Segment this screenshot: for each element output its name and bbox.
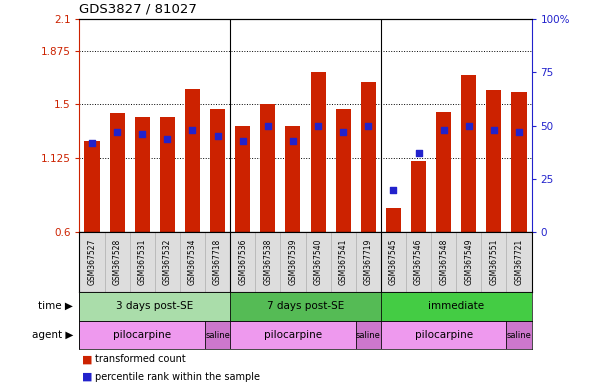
Text: GSM367532: GSM367532: [163, 239, 172, 285]
Text: pilocarpine: pilocarpine: [264, 330, 322, 340]
Point: [87, 140, 97, 146]
Bar: [104, 232, 130, 292]
Bar: [360, 82, 376, 232]
Bar: [235, 126, 251, 232]
Text: GSM367549: GSM367549: [464, 239, 474, 285]
Text: GSM367548: GSM367548: [439, 239, 448, 285]
Bar: [356, 321, 381, 349]
Text: 7 days post-SE: 7 days post-SE: [267, 301, 344, 311]
Text: GSM367531: GSM367531: [137, 239, 147, 285]
Text: pilocarpine: pilocarpine: [113, 330, 171, 340]
Bar: [461, 74, 477, 232]
Bar: [210, 109, 225, 232]
Bar: [456, 232, 481, 292]
Bar: [431, 232, 456, 292]
Point: [364, 123, 373, 129]
Text: GSM367545: GSM367545: [389, 239, 398, 285]
Bar: [205, 232, 230, 292]
Bar: [260, 104, 276, 232]
Point: [163, 136, 172, 142]
Bar: [230, 292, 381, 321]
Bar: [185, 89, 200, 232]
Bar: [130, 232, 155, 292]
Bar: [79, 321, 205, 349]
Point: [112, 129, 122, 135]
Point: [439, 127, 448, 133]
Text: time ▶: time ▶: [38, 301, 73, 311]
Bar: [79, 232, 104, 292]
Bar: [335, 109, 351, 232]
Text: GSM367536: GSM367536: [238, 239, 247, 285]
Text: GSM367546: GSM367546: [414, 239, 423, 285]
Bar: [481, 232, 507, 292]
Bar: [406, 232, 431, 292]
Bar: [507, 321, 532, 349]
Text: GDS3827 / 81027: GDS3827 / 81027: [79, 2, 197, 15]
Bar: [230, 232, 255, 292]
Bar: [381, 292, 532, 321]
Text: GSM367719: GSM367719: [364, 239, 373, 285]
Point: [389, 187, 398, 193]
Text: GSM367551: GSM367551: [489, 239, 499, 285]
Text: GSM367541: GSM367541: [338, 239, 348, 285]
Bar: [79, 292, 230, 321]
Text: saline: saline: [205, 331, 230, 339]
Bar: [381, 232, 406, 292]
Bar: [155, 232, 180, 292]
Point: [188, 127, 197, 133]
Bar: [84, 141, 100, 232]
Bar: [109, 113, 125, 232]
Bar: [331, 232, 356, 292]
Bar: [255, 232, 280, 292]
Point: [263, 123, 273, 129]
Bar: [160, 117, 175, 232]
Text: 3 days post-SE: 3 days post-SE: [116, 301, 194, 311]
Bar: [511, 92, 527, 232]
Text: percentile rank within the sample: percentile rank within the sample: [95, 371, 260, 382]
Text: GSM367721: GSM367721: [514, 239, 524, 285]
Point: [137, 131, 147, 137]
Text: agent ▶: agent ▶: [32, 330, 73, 340]
Bar: [381, 321, 507, 349]
Bar: [280, 232, 306, 292]
Bar: [507, 232, 532, 292]
Point: [213, 133, 222, 139]
Point: [489, 127, 499, 133]
Text: ■: ■: [82, 371, 97, 382]
Bar: [205, 321, 230, 349]
Bar: [436, 112, 451, 232]
Point: [288, 137, 298, 144]
Point: [313, 123, 323, 129]
Text: saline: saline: [507, 331, 532, 339]
Point: [514, 129, 524, 135]
Bar: [310, 72, 326, 232]
Text: GSM367539: GSM367539: [288, 239, 298, 285]
Text: GSM367528: GSM367528: [112, 239, 122, 285]
Text: GSM367540: GSM367540: [313, 239, 323, 285]
Point: [238, 137, 247, 144]
Bar: [386, 208, 401, 232]
Text: immediate: immediate: [428, 301, 485, 311]
Bar: [306, 232, 331, 292]
Point: [414, 151, 423, 157]
Bar: [230, 321, 356, 349]
Bar: [180, 232, 205, 292]
Point: [464, 123, 474, 129]
Bar: [134, 117, 150, 232]
Text: GSM367527: GSM367527: [87, 239, 97, 285]
Text: GSM367534: GSM367534: [188, 239, 197, 285]
Text: transformed count: transformed count: [95, 354, 186, 364]
Bar: [285, 126, 301, 232]
Bar: [411, 161, 426, 232]
Text: saline: saline: [356, 331, 381, 339]
Text: GSM367538: GSM367538: [263, 239, 273, 285]
Bar: [486, 90, 502, 232]
Text: pilocarpine: pilocarpine: [415, 330, 473, 340]
Text: GSM367718: GSM367718: [213, 239, 222, 285]
Point: [338, 129, 348, 135]
Bar: [356, 232, 381, 292]
Text: ■: ■: [82, 354, 97, 364]
